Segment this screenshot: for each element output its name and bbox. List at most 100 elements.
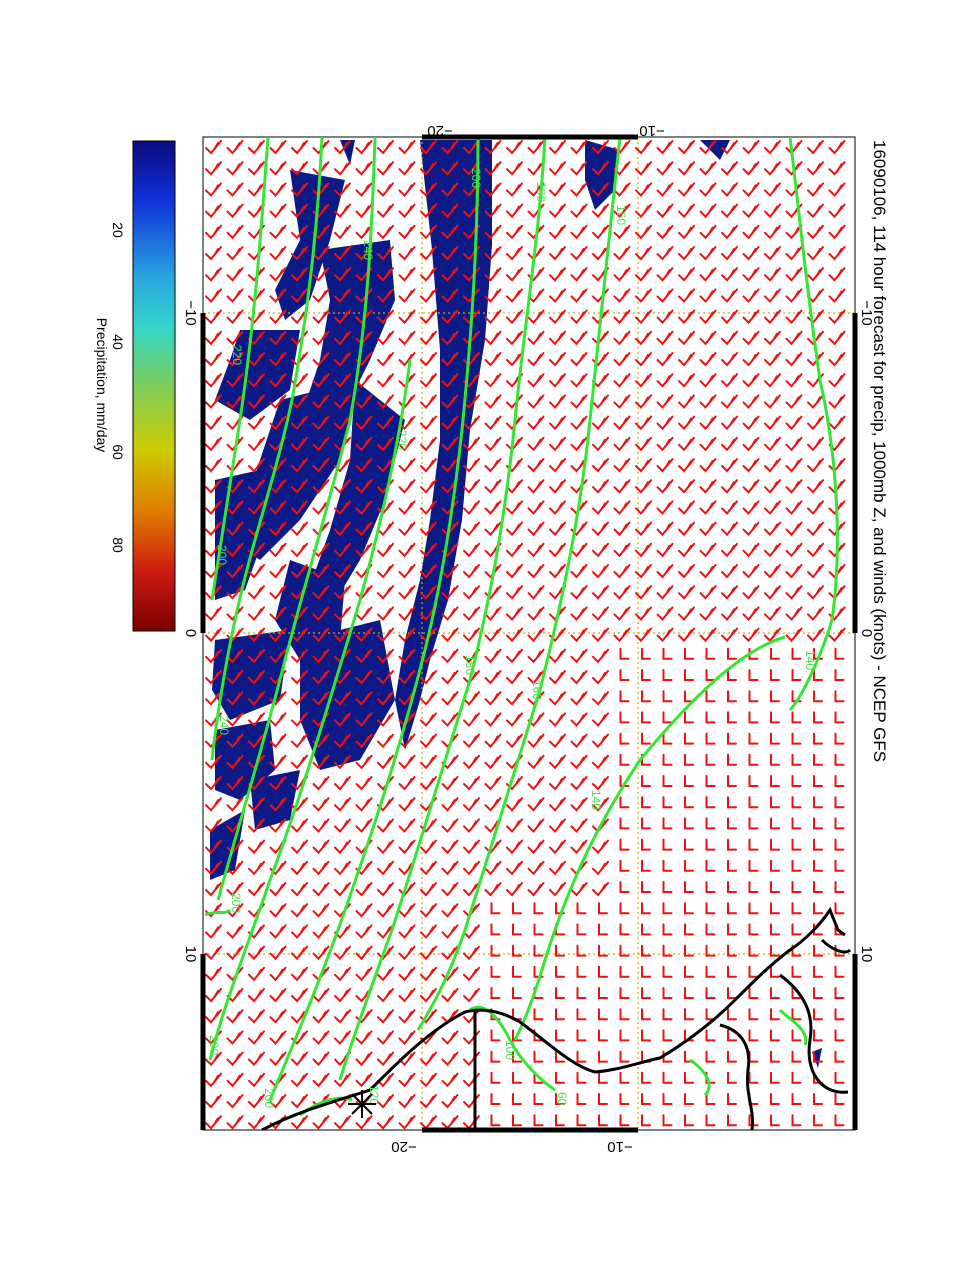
wind-barb (248, 945, 265, 961)
wind-barb (269, 500, 287, 515)
wind-barb (727, 796, 737, 809)
wind-barb (662, 902, 673, 915)
wind-barb (334, 1009, 351, 1024)
precip-patch (212, 630, 290, 720)
wind-barb (377, 1009, 394, 1024)
wind-barb (570, 542, 588, 558)
wind-barb (662, 711, 673, 724)
wind-barb (527, 606, 545, 621)
wind-barb (533, 1008, 544, 1021)
wind-barb (807, 436, 824, 452)
wind-barb (635, 415, 652, 431)
wind-barb (785, 627, 803, 643)
wind-barb (334, 373, 351, 388)
wind-barb (484, 309, 502, 325)
wind-barb (791, 732, 802, 745)
wind-barb (613, 500, 631, 515)
station-marker-icon (348, 1090, 376, 1118)
wind-barb (619, 1093, 630, 1105)
wind-barb (226, 1072, 244, 1088)
wind-barb (834, 965, 845, 978)
wind-barb (678, 288, 695, 303)
wind-barb (570, 224, 588, 240)
wind-barb (678, 352, 695, 367)
wind-barb (678, 627, 695, 643)
wind-barb (463, 988, 480, 1003)
wind-barb (291, 903, 308, 918)
wind-barb (463, 818, 480, 833)
wind-barb (570, 670, 588, 685)
wind-barb (662, 1093, 673, 1105)
left-tick-label: −10 (182, 300, 199, 325)
wind-barb (785, 479, 803, 494)
wind-barb (549, 436, 566, 452)
wind-barb (699, 309, 717, 325)
wind-barb (205, 500, 222, 515)
wind-barb (463, 627, 480, 643)
wind-barb (570, 839, 588, 855)
wind-barb (791, 1093, 802, 1105)
wind-barb (592, 797, 609, 812)
wind-barb (791, 753, 802, 766)
wind-barb (355, 246, 373, 261)
wind-barb (334, 394, 351, 409)
top-tick-label: −10 (639, 122, 664, 139)
wind-barb (828, 267, 846, 282)
wind-barb (635, 352, 652, 367)
wind-barb (441, 182, 459, 197)
wind-barb (641, 965, 651, 978)
wind-barb (764, 585, 781, 600)
wind-barb (705, 838, 716, 851)
wind-barb (705, 965, 716, 978)
wind-barb (484, 394, 502, 409)
wind-barb (269, 203, 287, 219)
wind-barb (377, 394, 394, 409)
wind-barb (205, 754, 222, 770)
wind-barb (527, 352, 545, 367)
wind-barb (727, 1071, 737, 1084)
wind-barb (334, 564, 351, 579)
wind-barb (570, 627, 588, 643)
wind-barb (355, 479, 373, 494)
wind-barb (656, 267, 674, 282)
wind-barb (619, 1114, 630, 1127)
wind-barb (662, 753, 673, 766)
wind-barb (699, 436, 717, 452)
wind-barb (705, 881, 716, 893)
wind-barb (770, 796, 780, 809)
wind-barb (334, 754, 351, 770)
wind-barb (463, 564, 480, 579)
wind-barb (834, 711, 845, 724)
wind-barb (764, 224, 781, 240)
wind-barb (506, 500, 523, 515)
wind-barb (506, 882, 523, 897)
wind-barb (635, 161, 652, 176)
wind-barb (484, 712, 502, 727)
wind-barb (248, 733, 265, 749)
wind-barb (748, 881, 759, 893)
wind-barb (635, 542, 652, 558)
contour-label: 140 (803, 650, 817, 670)
wind-barb (441, 691, 459, 706)
wind-barb (807, 606, 824, 621)
wind-barb (377, 839, 394, 855)
wind-barb (527, 818, 545, 833)
wind-barb (834, 1008, 845, 1021)
wind-barb (533, 1050, 544, 1063)
wind-barb (205, 691, 222, 706)
wind-barb (828, 394, 846, 409)
wind-barb (441, 839, 459, 855)
wind-barb (441, 309, 459, 325)
colorbar-gradient (132, 140, 176, 632)
wind-barb (635, 458, 652, 473)
wind-barb (570, 352, 588, 367)
wind-barb (527, 330, 545, 346)
height-contours (204, 137, 839, 1117)
right-tick-label: −10 (858, 300, 875, 325)
contour-line (689, 1058, 711, 1097)
wind-barb (248, 564, 265, 579)
wind-barb (619, 711, 630, 724)
wind-barb (549, 479, 566, 494)
wind-barb (506, 479, 523, 494)
wind-barb (533, 902, 544, 915)
